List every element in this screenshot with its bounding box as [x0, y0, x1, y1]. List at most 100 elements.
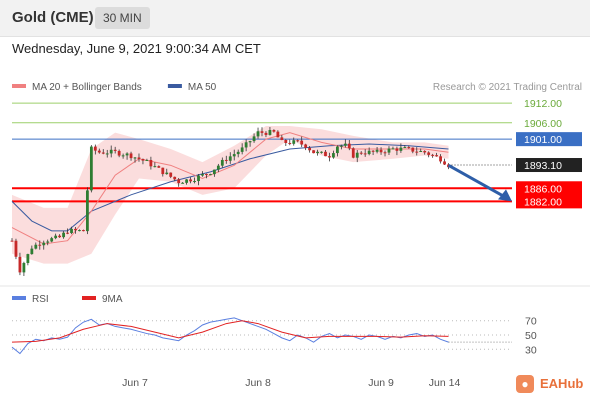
candle-body — [395, 148, 399, 151]
candle-body — [383, 152, 387, 154]
candle-body — [439, 156, 442, 162]
forecast-arrow-shaft — [447, 164, 505, 198]
candle-body — [359, 152, 363, 154]
candle-body — [201, 174, 204, 176]
candle-body — [89, 146, 93, 191]
candle-body — [18, 256, 22, 273]
candle-body — [347, 143, 351, 149]
candle-body — [379, 149, 383, 153]
brand-logo[interactable]: ● EAHub — [516, 373, 588, 395]
candle-body — [185, 179, 189, 183]
candle-body — [228, 156, 232, 161]
candle-body — [177, 179, 181, 184]
candle-body — [280, 137, 284, 141]
candle-body — [367, 150, 371, 155]
candle-body — [316, 151, 319, 154]
legend-swatch-0 — [12, 84, 26, 88]
candle-body — [97, 150, 101, 153]
candle-body — [117, 150, 121, 156]
candle-body — [58, 235, 62, 238]
candle-body — [236, 151, 240, 155]
candle-body — [343, 143, 347, 146]
candle-body — [54, 235, 58, 239]
candle-body — [216, 165, 220, 170]
candle-body — [212, 169, 216, 175]
candle-body — [85, 190, 89, 232]
candle-body — [284, 140, 288, 143]
candle-body — [328, 156, 331, 158]
level-tag-1886.00 — [516, 181, 582, 196]
x-tick-Jun-7: Jun 7 — [122, 377, 148, 389]
rsi-tick-30: 30 — [525, 344, 537, 356]
rsi-series-9MA — [11, 320, 449, 343]
candle-body — [153, 166, 157, 168]
candle-body — [407, 147, 411, 149]
x-tick-Jun-14: Jun 14 — [429, 377, 461, 389]
candle-body — [22, 262, 26, 273]
candle-body — [312, 150, 315, 154]
candle-body — [403, 147, 407, 149]
level-label-1886.00: 1886.00 — [524, 183, 562, 195]
candle-body — [74, 228, 77, 231]
candle-body — [335, 146, 339, 154]
candle-body — [300, 140, 304, 145]
rsi-tick-50: 50 — [525, 330, 537, 342]
candle-body — [351, 148, 355, 158]
brand-name: EAHub — [540, 376, 584, 391]
instrument-title: Gold (CME) — [12, 9, 94, 26]
candle-body — [224, 159, 228, 161]
candle-body — [419, 150, 423, 152]
ma50-line — [11, 143, 449, 232]
candle-body — [70, 228, 73, 234]
candle-body — [205, 174, 208, 176]
candle-body — [248, 141, 252, 143]
rsi-legend-label-0: RSI — [32, 294, 49, 305]
candle-body — [423, 150, 427, 153]
candle-body — [391, 148, 395, 150]
candle-body — [427, 152, 431, 155]
candle-body — [268, 130, 272, 135]
candle-body — [101, 152, 105, 154]
rsi-tick-70: 70 — [525, 316, 537, 328]
candle-body — [355, 152, 359, 158]
rsi-legend-swatch-1 — [82, 296, 96, 300]
candle-body — [145, 159, 149, 161]
candle-body — [240, 147, 244, 152]
candle-body — [411, 147, 415, 152]
candle-body — [264, 132, 268, 135]
candle-body — [141, 159, 145, 161]
rsi-legend-label-1: 9MA — [102, 294, 123, 305]
candle-body — [260, 131, 264, 133]
price-rsi-chart: MA 20 + Bollinger Bands MA 50 Research © 2… — [0, 70, 590, 389]
candle-body — [121, 155, 125, 157]
fox-icon: ● — [516, 375, 534, 393]
level-label-1893.10: 1893.10 — [524, 160, 562, 172]
candle-body — [66, 232, 69, 234]
candle-body — [82, 230, 85, 232]
legend-swatch-1 — [167, 84, 182, 88]
candle-body — [109, 149, 113, 154]
candle-body — [181, 182, 185, 184]
x-tick-Jun-9: Jun 9 — [368, 377, 394, 389]
candle-body — [30, 248, 34, 255]
candle-body — [276, 131, 280, 138]
candle-body — [46, 241, 50, 243]
candle-body — [149, 159, 153, 167]
legend-label-0: MA 20 + Bollinger Bands — [32, 82, 142, 93]
candle-body — [197, 175, 200, 182]
candle-body — [34, 244, 38, 249]
level-label-1882.00: 1882.00 — [524, 196, 562, 208]
forecast-arrow-head — [498, 189, 512, 202]
chart-timestamp: Wednesday, June 9, 2021 9:00:34 AM CET — [12, 41, 261, 56]
x-tick-Jun-8: Jun 8 — [245, 377, 271, 389]
candle-body — [78, 230, 81, 232]
candle-body — [272, 130, 276, 132]
interval-button[interactable]: 30 MIN — [95, 7, 150, 29]
candle-body — [169, 172, 173, 177]
candle-body — [232, 154, 236, 157]
candle-body — [399, 147, 403, 151]
candle-body — [105, 153, 109, 155]
candle-body — [324, 151, 327, 157]
candle-body — [173, 176, 177, 180]
bollinger-band — [12, 126, 449, 264]
